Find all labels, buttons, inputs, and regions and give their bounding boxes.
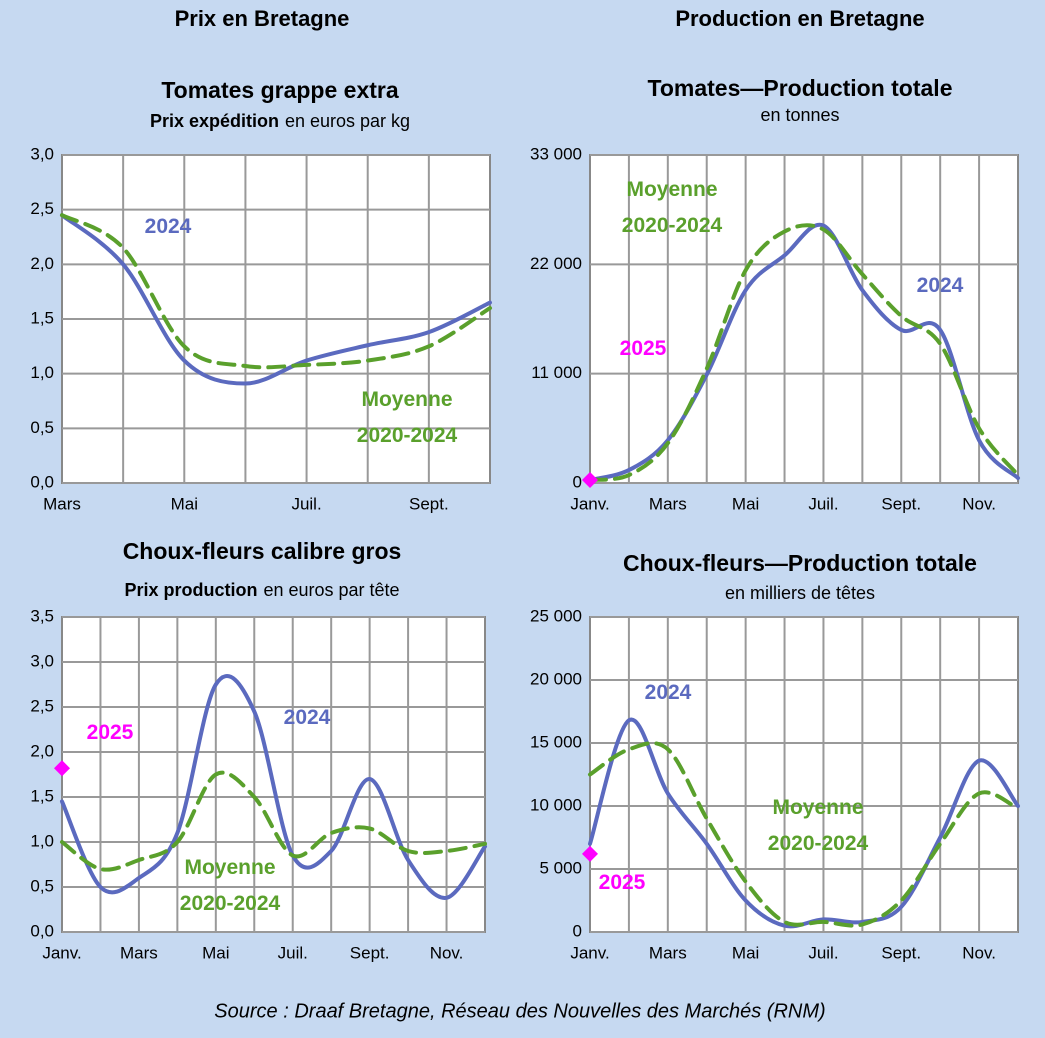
x-tick-label: Janv.: [570, 494, 609, 513]
series-line: [60, 770, 487, 872]
subtitle-text: en euros par kg: [285, 111, 410, 131]
y-tick-label: 2,5: [30, 696, 54, 715]
y-tick-label: 11 000: [531, 363, 582, 382]
series-label: 2024: [144, 215, 192, 238]
series-label: 2025: [619, 337, 667, 360]
y-tick-label: 2,0: [30, 254, 54, 273]
y-tick-label: 1,5: [30, 786, 54, 805]
x-tick-label: Mai: [732, 943, 759, 962]
x-tick-label: Juil.: [278, 943, 308, 962]
y-tick-label: 33 000: [530, 144, 582, 163]
right-heading: Production en Bretagne: [675, 6, 924, 31]
subtitle-text: en tonnes: [760, 105, 839, 125]
series-label: Moyenne 2020-2024: [179, 856, 281, 915]
y-tick-label: 1,0: [30, 831, 54, 850]
series-line: [588, 222, 1020, 483]
series-label: Moyenne 2020-2024: [621, 178, 723, 237]
y-tick-label: 3,0: [30, 651, 54, 670]
x-tick-label: Mai: [732, 494, 759, 513]
chart-subtitle: Prix expédition en euros par kg: [150, 111, 410, 131]
series-line: [60, 213, 492, 370]
x-tick-label: Mars: [120, 943, 158, 962]
y-tick-label: 25 000: [530, 606, 582, 625]
series-line: [60, 213, 492, 386]
x-tick-label: Mai: [202, 943, 229, 962]
x-tick-label: Janv.: [570, 943, 609, 962]
x-tick-label: Nov.: [962, 943, 996, 962]
y-tick-label: 1,5: [30, 308, 54, 327]
point-marker: [582, 472, 598, 489]
series-label: 2025: [598, 871, 646, 894]
y-tick-label: 2,0: [30, 741, 54, 760]
chart-subtitle: en milliers de têtes: [725, 583, 875, 603]
x-tick-label: Juil.: [291, 494, 321, 513]
series-label: 2024: [644, 681, 692, 704]
chart-title: Tomates—Production totale: [648, 75, 953, 101]
y-tick-label: 22 000: [530, 254, 582, 273]
x-tick-label: Juil.: [808, 494, 838, 513]
y-tick-label: 2,5: [30, 199, 54, 218]
point-marker: [582, 845, 598, 862]
series-line: [588, 223, 1020, 483]
point-marker: [54, 760, 70, 777]
chart-title: Choux-fleurs calibre gros: [123, 538, 402, 564]
x-tick-label: Sept.: [350, 943, 390, 962]
x-tick-label: Nov.: [430, 943, 464, 962]
x-tick-label: Sept.: [881, 494, 921, 513]
series-line: [60, 674, 487, 900]
chart-subtitle: en tonnes: [760, 105, 839, 125]
x-tick-label: Nov.: [962, 494, 996, 513]
y-tick-label: 0: [573, 472, 582, 491]
series-label: 2024: [283, 706, 331, 729]
y-tick-label: 5 000: [539, 858, 582, 877]
y-tick-label: 0,5: [30, 876, 54, 895]
x-tick-label: Sept.: [881, 943, 921, 962]
y-tick-label: 1,0: [30, 363, 54, 382]
x-tick-label: Sept.: [409, 494, 449, 513]
y-tick-label: 15 000: [530, 732, 582, 751]
y-tick-label: 0,0: [30, 921, 54, 940]
chart-title: Choux-fleurs—Production totale: [623, 550, 977, 576]
series-label: 2025: [86, 721, 134, 744]
y-tick-label: 3,5: [30, 606, 54, 625]
subtitle-text: en euros par tête: [263, 580, 399, 600]
y-tick-label: 0,0: [30, 472, 54, 491]
source: Source : Draaf Bretagne, Réseau des Nouv…: [214, 1000, 825, 1022]
plot-area: [589, 154, 1019, 484]
left-heading: Prix en Bretagne: [175, 6, 350, 31]
subtitle-text: en milliers de têtes: [725, 583, 875, 603]
x-tick-label: Janv.: [42, 943, 81, 962]
y-tick-label: 10 000: [530, 795, 582, 814]
series-label: 2024: [916, 274, 964, 297]
x-tick-label: Juil.: [808, 943, 838, 962]
y-tick-label: 3,0: [30, 144, 54, 163]
x-tick-label: Mars: [649, 943, 687, 962]
subtitle-bold: Prix expédition: [150, 111, 279, 131]
series-label: Moyenne 2020-2024: [767, 796, 869, 855]
y-tick-label: 0: [573, 921, 582, 940]
series-label: Moyenne 2020-2024: [356, 388, 458, 447]
y-tick-label: 20 000: [530, 669, 582, 688]
subtitle-bold: Prix production: [124, 580, 257, 600]
x-tick-label: Mars: [649, 494, 687, 513]
series-line: [588, 741, 1020, 928]
chart-title: Tomates grappe extra: [161, 77, 399, 103]
y-tick-label: 0,5: [30, 418, 54, 437]
x-tick-label: Mai: [171, 494, 198, 513]
chart-subtitle: Prix production en euros par tête: [124, 580, 399, 600]
x-tick-label: Mars: [43, 494, 81, 513]
